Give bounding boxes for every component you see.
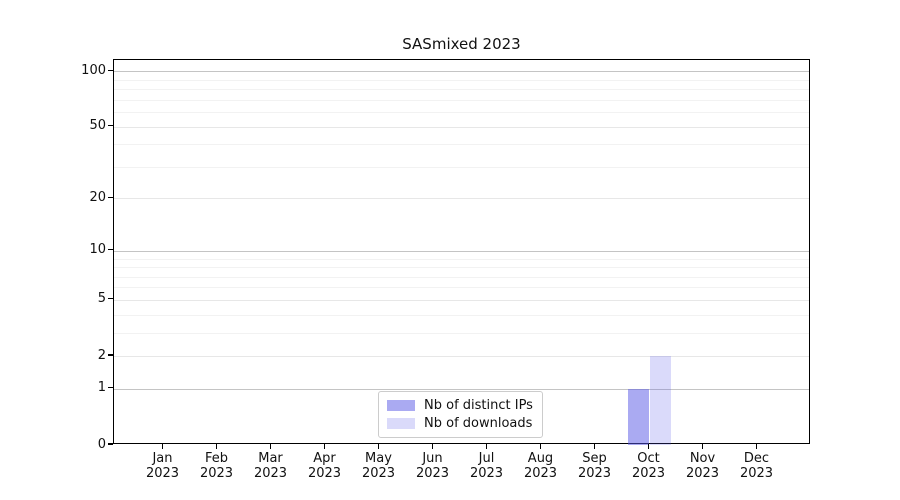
x-tick-label-line: 2023 — [253, 466, 288, 481]
x-tick-jul-2023 — [485, 444, 488, 449]
x-tick-label-oct-2023: Oct 2023 — [619, 451, 679, 481]
x-tick-label-aug-2023: Aug 2023 — [511, 451, 571, 481]
legend-item-distinct-ips: Nb of distinct IPs — [387, 398, 534, 413]
x-tick-aug-2023 — [539, 444, 542, 449]
x-tick-label-line: 2023 — [577, 466, 612, 481]
x-tick-sep-2023 — [593, 444, 596, 449]
gridline-minor-y-4 — [114, 314, 809, 316]
x-tick-label-may-2023: May 2023 — [349, 451, 409, 481]
gridline-minor-y-70 — [114, 99, 809, 101]
legend-item-downloads: Nb of downloads — [387, 416, 534, 431]
x-tick-label-line: 2023 — [307, 466, 342, 481]
gridline-y-5 — [114, 299, 809, 301]
gridline-minor-y-80 — [114, 89, 809, 91]
x-tick-label-line: 2023 — [145, 466, 180, 481]
y-tick-label-0: 0 — [97, 436, 106, 452]
y-tick-0 — [108, 443, 113, 445]
legend: Nb of distinct IPs Nb of downloads — [378, 391, 543, 438]
y-tick-label-1: 1 — [97, 380, 106, 396]
y-tick-50 — [108, 124, 113, 127]
x-tick-may-2023 — [377, 444, 380, 449]
x-tick-label-mar-2023: Mar 2023 — [241, 451, 301, 481]
x-tick-label-jul-2023: Jul 2023 — [457, 451, 517, 481]
x-tick-label-line: 2023 — [523, 466, 558, 481]
x-tick-label-sep-2023: Sep 2023 — [565, 451, 625, 481]
x-tick-jun-2023 — [431, 444, 434, 449]
x-tick-label-line: Aug — [527, 451, 554, 466]
y-tick-label-10: 10 — [89, 242, 106, 258]
x-tick-apr-2023 — [323, 444, 326, 449]
gridline-y-2 — [114, 356, 809, 358]
y-tick-2 — [108, 354, 113, 356]
y-tick-1 — [108, 387, 113, 389]
gridline-minor-y-60 — [114, 112, 809, 114]
x-tick-label-line: Jul — [478, 451, 495, 466]
y-tick-100 — [108, 69, 113, 71]
plot-area — [113, 59, 810, 445]
bar-nb-of-distinct-ips-oct-2023 — [627, 388, 650, 445]
x-tick-nov-2023 — [701, 444, 704, 449]
x-tick-label-line: Dec — [743, 451, 770, 466]
x-tick-label-apr-2023: Apr 2023 — [295, 451, 355, 481]
x-tick-dec-2023 — [755, 444, 758, 449]
x-tick-label-line: Mar — [258, 451, 283, 466]
gridline-minor-y-7 — [114, 276, 809, 278]
y-tick-10 — [108, 249, 113, 251]
gridline-minor-y-30 — [114, 166, 809, 168]
x-tick-label-line: Apr — [313, 451, 336, 466]
x-tick-mar-2023 — [269, 444, 272, 449]
x-tick-label-line: May — [365, 451, 392, 466]
x-tick-feb-2023 — [215, 444, 218, 449]
x-tick-label-feb-2023: Feb 2023 — [187, 451, 247, 481]
gridline-minor-y-40 — [114, 144, 809, 146]
x-tick-label-line: 2023 — [739, 466, 774, 481]
y-tick-label-100: 100 — [81, 62, 106, 78]
x-tick-label-line: Jan — [152, 451, 173, 466]
x-tick-label-line: Jun — [422, 451, 443, 466]
gridline-minor-y-6 — [114, 287, 809, 289]
x-tick-label-line: Sep — [582, 451, 607, 466]
x-tick-label-line: 2023 — [631, 466, 666, 481]
x-tick-oct-2023 — [647, 444, 650, 449]
gridline-y-20 — [114, 198, 809, 200]
gridline-minor-y-8 — [114, 267, 809, 269]
x-tick-label-line: 2023 — [415, 466, 450, 481]
x-tick-label-line: Nov — [689, 451, 716, 466]
x-tick-label-line: 2023 — [361, 466, 396, 481]
chart-title: SASmixed 2023 — [402, 35, 521, 53]
x-tick-label-jun-2023: Jun 2023 — [403, 451, 463, 481]
y-tick-20 — [108, 196, 113, 198]
y-tick-label-5: 5 — [97, 291, 106, 307]
y-tick-label-50: 50 — [89, 118, 106, 134]
legend-label-distinct-ips: Nb of distinct IPs — [424, 397, 533, 413]
x-tick-jan-2023 — [161, 444, 164, 449]
y-tick-5 — [108, 298, 113, 300]
gridline-y-1 — [114, 388, 809, 390]
y-tick-label-2: 2 — [97, 347, 106, 363]
x-tick-label-nov-2023: Nov 2023 — [673, 451, 733, 481]
legend-label-downloads: Nb of downloads — [424, 416, 533, 432]
legend-swatch-distinct-ips — [387, 399, 415, 411]
gridline-y-10 — [114, 250, 809, 252]
x-tick-label-line: Oct — [637, 451, 660, 466]
gridline-minor-y-90 — [114, 79, 809, 81]
x-tick-label-line: 2023 — [199, 466, 234, 481]
x-tick-label-line: Feb — [204, 451, 229, 466]
gridline-minor-y-9 — [114, 258, 809, 260]
gridline-minor-y-3 — [114, 332, 809, 334]
x-tick-label-line: 2023 — [469, 466, 504, 481]
bar-nb-of-downloads-oct-2023 — [649, 356, 672, 445]
x-tick-label-dec-2023: Dec 2023 — [727, 451, 787, 481]
gridline-y-100 — [114, 71, 809, 73]
x-tick-label-jan-2023: Jan 2023 — [133, 451, 193, 481]
legend-swatch-downloads — [387, 418, 415, 430]
y-tick-label-20: 20 — [89, 189, 106, 205]
x-tick-label-line: 2023 — [685, 466, 720, 481]
gridline-y-50 — [114, 126, 809, 128]
